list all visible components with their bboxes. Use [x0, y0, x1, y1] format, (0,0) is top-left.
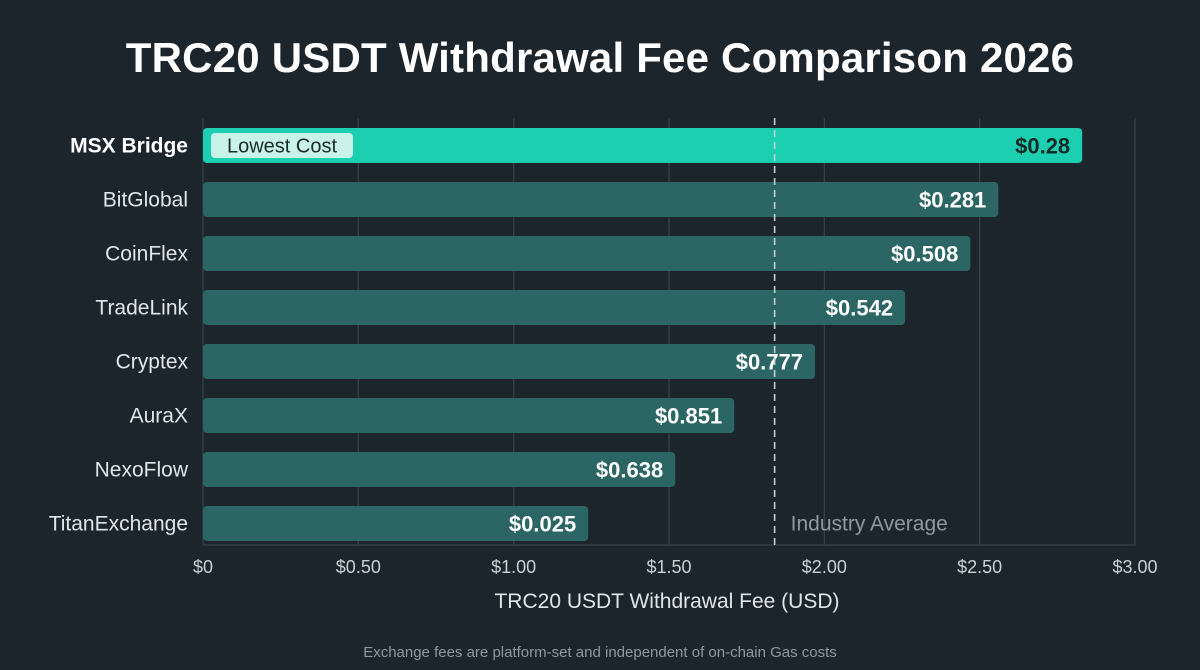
- x-tick-label: $2.00: [802, 557, 847, 577]
- x-tick-label: $1.00: [491, 557, 536, 577]
- bar: [203, 236, 971, 271]
- x-axis-title: TRC20 USDT Withdrawal Fee (USD): [494, 590, 839, 613]
- x-tick-label: $0: [193, 557, 213, 577]
- industry-average-label: Industry Average: [791, 513, 948, 536]
- data-label: $0.851: [655, 404, 722, 429]
- bar: [203, 398, 735, 433]
- category-label: CoinFlex: [105, 243, 188, 266]
- category-label: Cryptex: [116, 351, 189, 374]
- bar: [203, 290, 906, 325]
- bar: [203, 452, 676, 487]
- data-label: $0.542: [826, 296, 893, 321]
- category-label: TradeLink: [95, 297, 188, 320]
- x-tick-label: $3.00: [1112, 557, 1157, 577]
- category-label: TitanExchange: [49, 513, 188, 536]
- bar: [203, 506, 589, 541]
- badge-background: [211, 133, 353, 158]
- footnote: Exchange fees are platform-set and indep…: [363, 644, 837, 661]
- lowest-cost-badge: Lowest Cost: [227, 136, 337, 158]
- chart-title: TRC20 USDT Withdrawal Fee Comparison 202…: [125, 34, 1075, 81]
- data-label: $0.025: [509, 512, 576, 537]
- data-label: $0.508: [891, 242, 958, 267]
- bar: [203, 182, 999, 217]
- category-label: NexoFlow: [95, 459, 189, 482]
- data-label: $0.28: [1015, 134, 1070, 159]
- category-label: MSX Bridge: [70, 135, 188, 158]
- x-tick-label: $0.50: [336, 557, 381, 577]
- bar-highlight: [203, 128, 1083, 163]
- data-label: $0.281: [919, 188, 986, 213]
- x-tick-label: $2.50: [957, 557, 1002, 577]
- category-label: BitGlobal: [103, 189, 188, 212]
- data-label: $0.638: [596, 458, 663, 483]
- x-tick-label: $1.50: [646, 557, 691, 577]
- data-label: $0.777: [736, 350, 803, 375]
- category-label: AuraX: [130, 405, 188, 428]
- bar-chart: $0 $0.50 $1.00 $1.50 $2.00 $2.50 $3.00 TRC20 US…: [49, 118, 1158, 613]
- bar: [203, 344, 816, 379]
